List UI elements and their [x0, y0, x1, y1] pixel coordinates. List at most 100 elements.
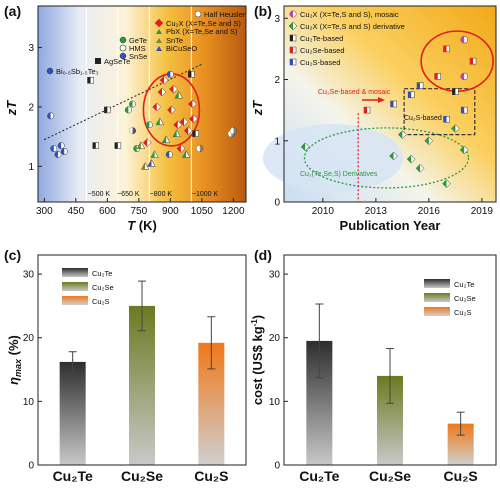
panel-d-categories: Cu₂Te Cu₂Se Cu₂S — [299, 468, 478, 484]
panel-a-label: (a) — [4, 3, 21, 19]
panel-d-frame — [283, 254, 497, 466]
data-point — [188, 99, 197, 109]
legend-mosaic: Cu₂X (X=Te,S and S), mosaic — [300, 10, 399, 19]
legend-half-heusler-marker — [194, 10, 202, 18]
legend-c-cu2te-swatch — [62, 268, 88, 277]
data-point — [416, 82, 424, 89]
y-tick-label: 3 — [28, 43, 34, 54]
panel-a-trend-line — [44, 63, 203, 141]
legend-cu2te-marker — [289, 34, 297, 42]
panel-b-cu2s-label: Cu₂S-based — [404, 115, 442, 122]
panel-b-y-label: zT — [250, 100, 265, 117]
legend-d-cu2te-swatch — [424, 279, 450, 288]
data-point — [174, 90, 183, 99]
data-point — [183, 126, 193, 136]
panel-b-points — [300, 36, 477, 188]
error-bar — [138, 280, 146, 332]
data-point — [442, 179, 451, 188]
y-tick-label: 0 — [28, 461, 34, 472]
data-point — [60, 148, 68, 155]
legend-cu2se-marker — [289, 46, 297, 54]
y-tick-label: 3 — [274, 14, 280, 25]
data-point — [389, 151, 398, 161]
data-point — [152, 102, 162, 112]
category-label: Cu₂Te — [53, 468, 93, 484]
legend-derivative-marker — [288, 21, 298, 31]
data-point — [188, 71, 195, 78]
legend-agsete-marker — [95, 58, 101, 64]
data-point — [129, 127, 136, 135]
category-label: Cu₂Te — [299, 468, 339, 484]
x-tick-label: 600 — [99, 206, 116, 217]
legend-gete-marker — [119, 36, 127, 44]
data-point — [142, 138, 152, 147]
data-point — [390, 100, 397, 108]
panel-b-derivative-region — [303, 127, 470, 189]
panel-d-label: (d) — [254, 247, 272, 263]
legend-snse-marker — [119, 52, 127, 60]
data-point — [460, 106, 468, 114]
panel-b: (b) Cu₂Se-based & mosaic Cu₂S-based Cu₂(… — [250, 0, 497, 233]
legend-marker — [289, 58, 297, 66]
y-tick-label: 1 — [28, 162, 34, 173]
y-tick-label: 30 — [23, 270, 35, 281]
data-point — [434, 73, 441, 80]
panel-a-x-label: T (K) — [127, 218, 157, 233]
data-point — [145, 121, 153, 129]
data-point — [165, 151, 173, 158]
x-tick-label: 900 — [162, 206, 179, 217]
panel-d-legend: Cu₂Te Cu₂Se Cu₂S — [424, 279, 476, 317]
data-point — [229, 127, 237, 135]
error-bar — [315, 303, 324, 379]
legend-c-cu2s: Cu₂S — [92, 297, 110, 306]
panel-c: (c) 0 10 20 30 Cu₂Te Cu₂Se Cu₂S ηmax (%) Cu₂T… — [4, 247, 247, 484]
panel-b-blue-region — [263, 124, 403, 192]
panel-b-x-label: Publication Year — [340, 218, 441, 233]
x-tick-label: 300 — [36, 206, 53, 217]
data-point — [460, 72, 468, 81]
panel-c-categories: Cu₂Te Cu₂Se Cu₂S — [53, 468, 229, 484]
data-point — [114, 142, 122, 149]
panel-b-x-ticks: 2010 2013 2016 2019 — [312, 198, 493, 217]
panel-b-y-ticks: 0 1 2 3 — [274, 14, 288, 209]
data-point — [469, 57, 477, 65]
panel-a-x-ticks: 300 450 600 750 900 1050 1200 — [36, 198, 245, 217]
y-tick-label: 10 — [23, 397, 35, 408]
y-tick-label: 20 — [23, 333, 35, 344]
legend-agsete: AgSeTe — [104, 57, 130, 66]
x-tick-label: 1200 — [222, 206, 245, 217]
data-point — [157, 87, 167, 97]
data-point — [181, 150, 191, 158]
y-tick-label: 20 — [269, 333, 281, 344]
data-point — [169, 84, 178, 94]
y-tick-label: 2 — [274, 75, 280, 86]
legend-cu2s: Cu₂S-based — [300, 58, 340, 67]
panel-b-label: (b) — [254, 3, 272, 19]
legend-marker — [289, 46, 297, 54]
legend-c-cu2se: Cu₂Se — [92, 283, 114, 292]
legend-cu2te: Cu₂Te-based — [300, 34, 343, 43]
data-point — [155, 117, 165, 126]
panel-d: (d) 0 10 20 30 Cu₂Te Cu₂Se Cu₂S cost (US$ kg-… — [250, 247, 497, 484]
legend-marker — [289, 34, 297, 42]
legend-marker — [289, 10, 297, 18]
legend-d-cu2s: Cu₂S — [454, 308, 472, 317]
legend-bisbte: Bi₀.₅Sb₁.₅Te₃ — [56, 67, 99, 76]
data-point — [159, 75, 169, 85]
temperature-annotation: ~500 K — [88, 191, 111, 198]
legend-cu2se: Cu₂Se-based — [300, 46, 345, 55]
data-point — [104, 106, 111, 114]
data-point — [443, 45, 450, 53]
legend-d-cu2s-swatch — [424, 307, 450, 316]
panel-b-mosaic-note: Cu₂Se-based & mosaic — [318, 89, 391, 96]
panel-a-temperature-annotations: ~500 K ~650 K ~800 K ~1000 K — [88, 191, 219, 198]
data-point — [57, 142, 65, 150]
data-point — [452, 88, 459, 95]
y-tick-label: 1 — [274, 136, 280, 147]
data-point — [460, 36, 468, 44]
panel-d-y-label: cost (US$ kg-1) — [250, 315, 265, 405]
data-point — [176, 144, 186, 153]
data-point — [363, 106, 371, 114]
data-point — [161, 135, 171, 143]
